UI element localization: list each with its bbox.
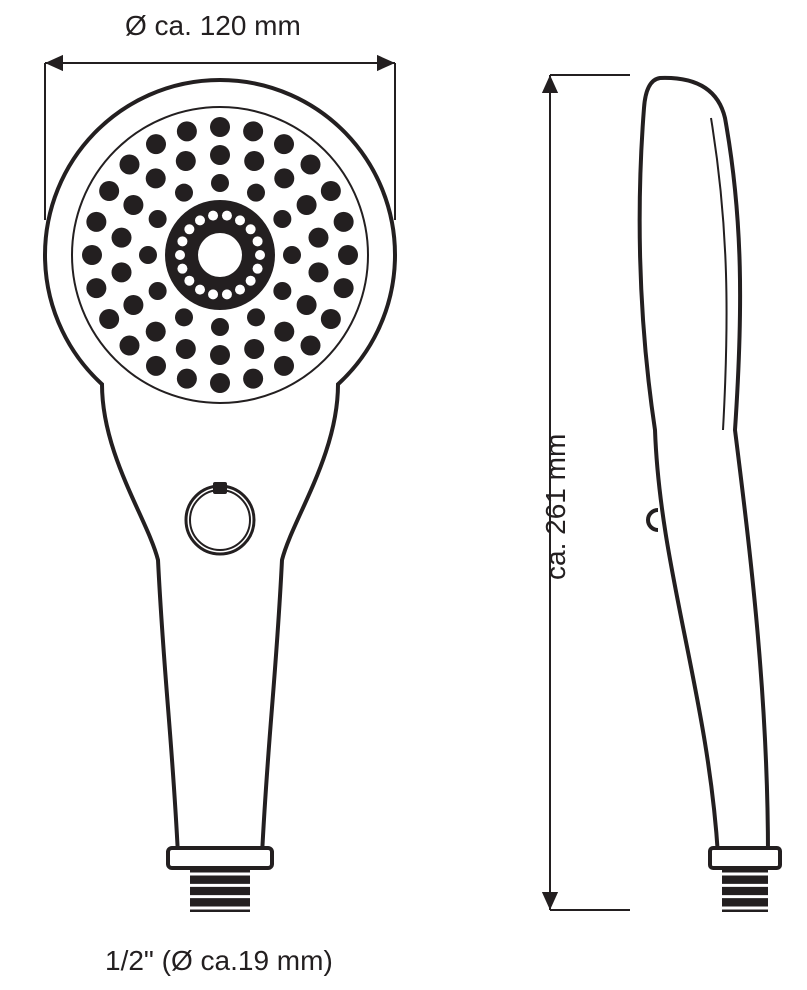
technical-drawing-svg [0, 0, 807, 990]
side-view [640, 78, 780, 912]
front-view [45, 80, 395, 912]
diagram-canvas: Ø ca. 120 mm ca. 261 mm 1/2" (Ø ca.19 mm… [0, 0, 807, 990]
